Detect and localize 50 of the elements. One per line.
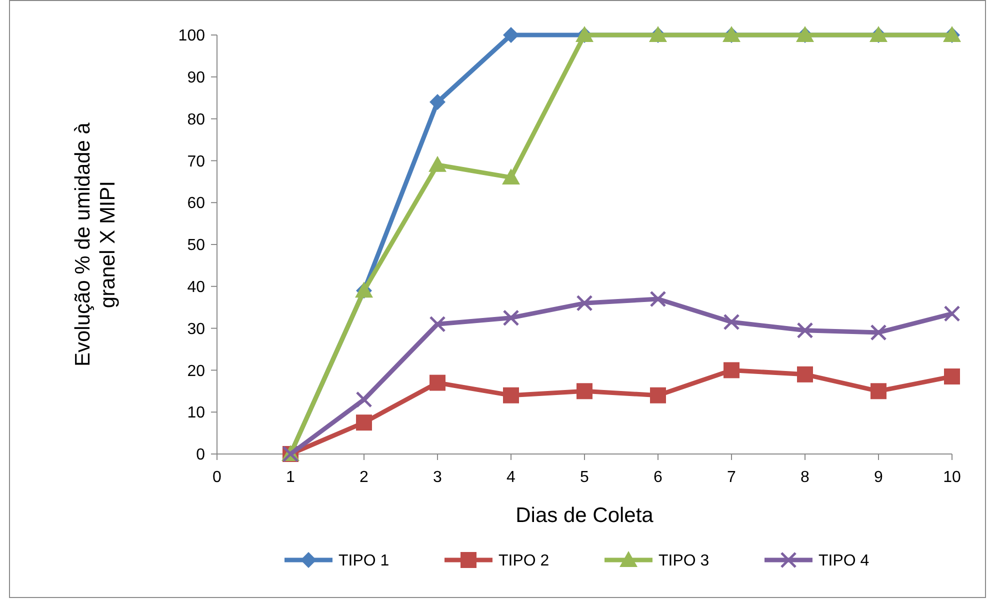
point [428,156,446,172]
y-tick-label: 0 [196,446,206,464]
x-tick-label: 9 [874,469,884,486]
legend-label: TIPO 4 [818,552,870,570]
point [724,362,740,378]
y-tick-label: 100 [178,28,206,45]
x-tick-label: 1 [286,469,296,486]
point [944,368,960,384]
point [796,322,814,339]
point [797,366,813,382]
point [650,387,666,404]
point [576,383,592,400]
y-tick-label: 40 [187,279,206,296]
point [650,290,666,308]
y-tick-label: 30 [187,320,206,338]
x-tick-label: 8 [800,469,810,486]
point [503,387,519,404]
legend-label: TIPO 2 [498,552,550,570]
y-tick-label: 20 [187,362,206,380]
point [430,94,446,110]
point [503,27,519,43]
x-tick-label: 10 [943,469,961,486]
x-tick-label: 5 [580,469,590,486]
point [870,324,887,341]
point [502,310,520,326]
point [576,294,593,312]
point [429,316,446,332]
legend-label: TIPO 1 [338,552,390,570]
x-tick-label: 4 [506,469,516,486]
x-tick-label: 6 [654,469,663,486]
x-tick-label: 3 [433,469,442,486]
point [723,314,740,330]
point [356,414,372,431]
x-axis-title: Dias de Coleta [516,504,654,527]
x-tick-label: 7 [727,469,736,486]
point [430,374,446,391]
y-tick-label: 80 [187,111,206,128]
point [356,391,372,408]
y-tick-label: 50 [187,237,206,254]
legend-label: TIPO 3 [658,552,710,570]
point [502,168,520,184]
y-axis-title: Evolução % de umidade à granel X MIPI [71,122,120,366]
y-tick-label: 10 [187,404,206,422]
point [944,305,960,322]
y-tick-label: 90 [187,70,206,86]
x-tick-label: 2 [360,469,369,486]
x-tick-label: 0 [212,469,222,486]
y-tick-label: 70 [187,153,206,170]
point [870,383,886,400]
y-tick-label: 60 [187,195,206,212]
